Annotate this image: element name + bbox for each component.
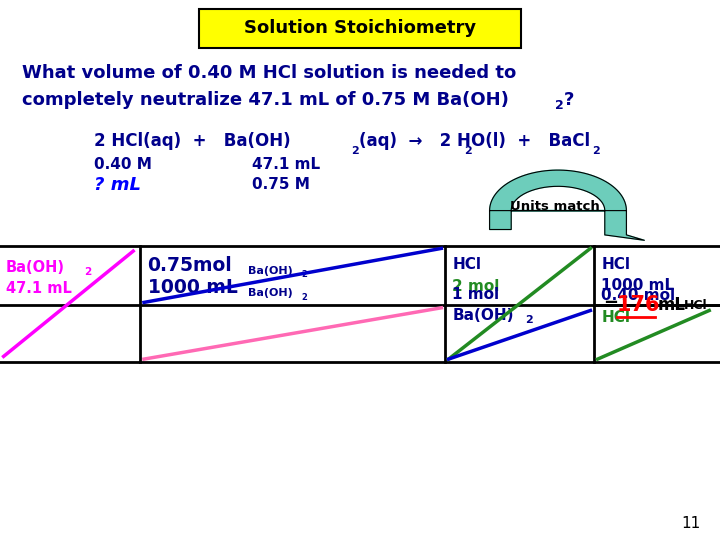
Text: HCl: HCl	[452, 257, 481, 272]
Text: What volume of 0.40 M HCl solution is needed to: What volume of 0.40 M HCl solution is ne…	[22, 64, 516, 82]
Text: HCl: HCl	[684, 299, 708, 312]
Polygon shape	[490, 170, 644, 240]
Text: 2 HCl(aq)  +   Ba(OH): 2 HCl(aq) + Ba(OH)	[94, 132, 290, 151]
Text: ?: ?	[564, 91, 574, 109]
Text: 0.75 M: 0.75 M	[252, 177, 310, 192]
Text: 0.40 mol: 0.40 mol	[601, 288, 675, 303]
Text: 0.40 M: 0.40 M	[94, 157, 151, 172]
Text: 2: 2	[351, 146, 359, 156]
Text: 2: 2	[526, 315, 534, 325]
Text: 176: 176	[617, 295, 660, 315]
Text: completely neutralize 47.1 mL of 0.75 M Ba(OH): completely neutralize 47.1 mL of 0.75 M …	[22, 91, 508, 109]
Text: HCl: HCl	[601, 257, 630, 272]
Text: 0.75mol: 0.75mol	[148, 256, 233, 275]
Text: ? mL: ? mL	[94, 176, 140, 194]
Text: HCl: HCl	[601, 310, 630, 325]
Text: 2: 2	[301, 293, 307, 301]
Text: 2: 2	[555, 99, 564, 112]
FancyBboxPatch shape	[199, 9, 521, 48]
Text: 2: 2	[464, 146, 472, 156]
Text: Ba(OH): Ba(OH)	[248, 266, 293, 276]
Text: O(l)  +   BaCl: O(l) + BaCl	[471, 132, 590, 151]
Text: 2: 2	[301, 271, 307, 279]
Text: 1000 mL: 1000 mL	[148, 278, 238, 298]
Text: (aq)  →   2 H: (aq) → 2 H	[359, 132, 471, 151]
Text: 11: 11	[682, 516, 701, 531]
Text: Ba(OH): Ba(OH)	[248, 288, 293, 298]
Text: 1000 mL: 1000 mL	[601, 278, 675, 293]
Text: Units match: Units match	[510, 200, 599, 213]
Text: 47.1 mL: 47.1 mL	[6, 281, 71, 296]
Text: mL: mL	[657, 296, 685, 314]
Text: 2: 2	[592, 146, 600, 156]
Text: 2: 2	[84, 267, 91, 276]
Text: Solution Stoichiometry: Solution Stoichiometry	[244, 19, 476, 37]
Text: Ba(OH): Ba(OH)	[452, 308, 513, 323]
Text: =: =	[603, 296, 618, 314]
Text: Ba(OH): Ba(OH)	[6, 260, 65, 275]
Text: 1 mol: 1 mol	[452, 287, 499, 302]
Text: 47.1 mL: 47.1 mL	[252, 157, 320, 172]
Text: 2 mol: 2 mol	[452, 279, 500, 294]
